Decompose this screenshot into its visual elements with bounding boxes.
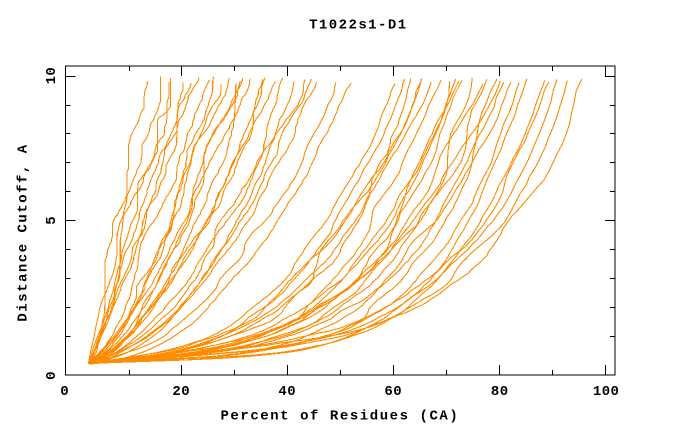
svg-text:100: 100 [593,384,619,400]
svg-text:20: 20 [172,384,190,400]
svg-text:80: 80 [491,384,509,400]
svg-text:60: 60 [384,384,402,400]
svg-text:T1022s1-D1: T1022s1-D1 [309,18,408,34]
svg-text:Distance Cutoff, A: Distance Cutoff, A [16,143,32,321]
svg-text:Percent of Residues (CA): Percent of Residues (CA) [220,409,459,425]
svg-text:5: 5 [44,216,60,225]
svg-text:0: 0 [44,371,60,380]
svg-text:10: 10 [44,67,60,85]
svg-text:40: 40 [278,384,296,400]
svg-text:0: 0 [60,384,69,400]
